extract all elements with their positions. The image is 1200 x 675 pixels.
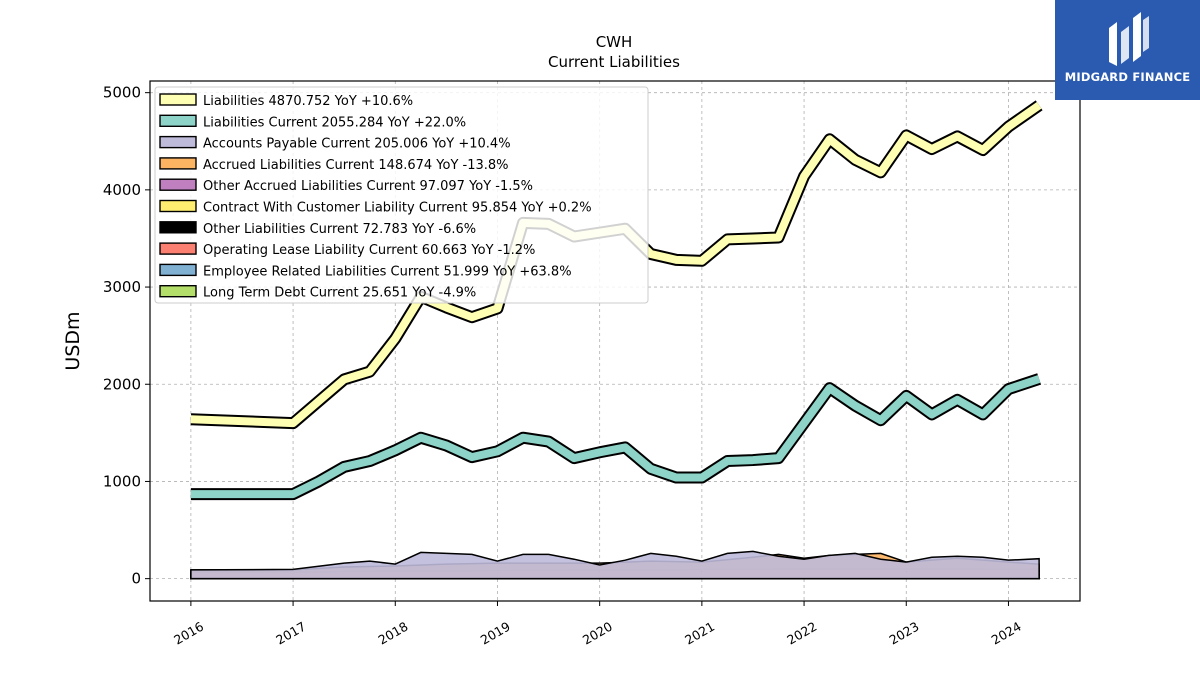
legend-swatch (159, 178, 197, 191)
series-line (190, 102, 1042, 428)
legend-swatch (159, 135, 197, 149)
chart-title: CWH (596, 33, 633, 51)
legend-swatch (159, 93, 197, 106)
legend-swatch (159, 285, 197, 298)
series-fills (190, 550, 1040, 580)
chart-subtitle: Current Liabilities (548, 53, 680, 71)
x-tick-label: 2018 (375, 619, 410, 648)
legend-swatch (159, 263, 197, 277)
x-tick-label: 2019 (478, 619, 513, 648)
legend-swatch (159, 157, 197, 170)
midgard-logo-icon (1109, 12, 1149, 66)
legend-entry: Long Term Debt Current 25.651 YoY -4.9% (203, 286, 476, 301)
legend-frame (154, 86, 649, 304)
legend-entry: Other Liabilities Current 72.783 YoY -6.… (203, 222, 476, 237)
legend: Liabilities 4870.752 YoY +10.6% Liabiliti… (154, 86, 649, 304)
y-tick-label: 0 (131, 570, 141, 588)
brand-name: MIDGARD FINANCE (1064, 70, 1191, 84)
y-tick-label: 4000 (103, 181, 141, 199)
x-tick-label: 2017 (273, 619, 308, 648)
legend-entry: Liabilities 4870.752 YoY +10.6% (203, 94, 413, 109)
y-tick-label: 2000 (103, 375, 141, 393)
x-tick-label: 2021 (682, 619, 717, 648)
y-tick-label: 3000 (103, 278, 141, 296)
legend-entry: Employee Related Liabilities Current 51.… (203, 264, 572, 279)
legend-swatch (159, 221, 197, 234)
legend-swatch (159, 114, 197, 128)
legend-entry: Contract With Customer Liability Current… (203, 201, 592, 216)
plot-frame (149, 80, 1081, 602)
legend-entry: Operating Lease Liability Current 60.663… (203, 243, 535, 258)
legend-entry: Accrued Liabilities Current 148.674 YoY … (203, 158, 509, 173)
y-axis-label: USDm (62, 311, 84, 370)
x-tick-label: 2020 (580, 619, 615, 648)
legend-swatch (159, 199, 197, 213)
y-axis: 0 1000 2000 3000 4000 5000 (103, 84, 150, 588)
y-tick-label: 1000 (103, 472, 141, 490)
legend-entry: Liabilities Current 2055.284 YoY +22.0% (203, 115, 466, 130)
brand-logo: MIDGARD FINANCE (1055, 0, 1200, 100)
legend-entry: Other Accrued Liabilities Current 97.097… (203, 179, 533, 194)
x-axis: 2016 2017 2018 2019 2020 2021 2022 2023 2024 (171, 601, 1024, 648)
y-tick-label: 5000 (103, 84, 141, 102)
x-tick-label: 2023 (886, 619, 921, 648)
x-tick-label: 2022 (784, 619, 819, 648)
legend-swatch (159, 242, 197, 255)
legend-entry: Accounts Payable Current 205.006 YoY +10… (203, 137, 511, 152)
x-tick-label: 2016 (171, 619, 206, 648)
series-area (190, 550, 1040, 580)
series-lines (190, 100, 1043, 577)
x-tick-label: 2024 (989, 619, 1024, 648)
